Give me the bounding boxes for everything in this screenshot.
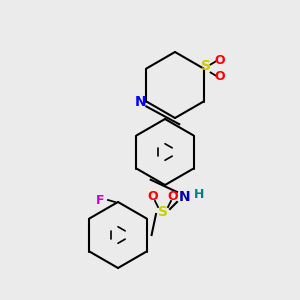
- Text: N: N: [135, 94, 146, 109]
- Text: O: O: [214, 54, 225, 67]
- Text: N: N: [179, 190, 191, 204]
- Text: F: F: [96, 194, 104, 206]
- Text: O: O: [214, 70, 225, 83]
- Text: H: H: [194, 188, 204, 200]
- Text: S: S: [201, 59, 211, 74]
- Text: S: S: [158, 205, 168, 219]
- Text: O: O: [168, 190, 178, 203]
- Text: O: O: [148, 190, 158, 203]
